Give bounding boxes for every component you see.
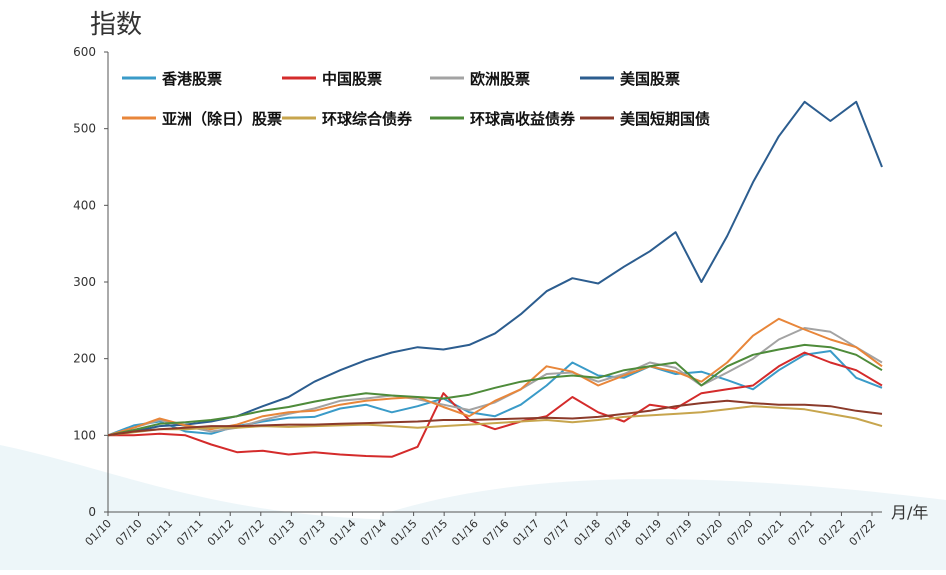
x-axis-unit-label: 月/年 [891, 503, 929, 522]
y-axis-title: 指数 [90, 10, 143, 40]
y-tick-label: 300 [73, 275, 96, 289]
background-wave-right [380, 479, 946, 570]
y-tick-label: 200 [73, 352, 96, 366]
y-tick-label: 100 [73, 428, 96, 442]
legend-label: 香港股票 [162, 70, 222, 88]
legend-label: 环球高收益债券 [470, 110, 576, 128]
legend-label: 中国股票 [322, 70, 382, 88]
series-line [107, 405, 883, 437]
background-wave-left [0, 445, 420, 570]
series-line [107, 100, 883, 437]
legend-label: 环球综合债券 [322, 110, 413, 128]
series-line [107, 317, 883, 437]
series-line [107, 343, 883, 437]
y-tick-label: 600 [73, 45, 96, 59]
legend-label: 亚洲（除日）股票 [162, 110, 282, 128]
legend-label: 欧洲股票 [470, 70, 530, 88]
y-tick-label: 500 [73, 122, 96, 136]
y-tick-label: 400 [73, 198, 96, 212]
y-tick-label: 0 [88, 505, 96, 519]
series-line [108, 351, 883, 458]
series-line [107, 399, 883, 437]
legend-label: 美国股票 [620, 70, 680, 88]
legend-label: 美国短期国债 [620, 110, 710, 128]
